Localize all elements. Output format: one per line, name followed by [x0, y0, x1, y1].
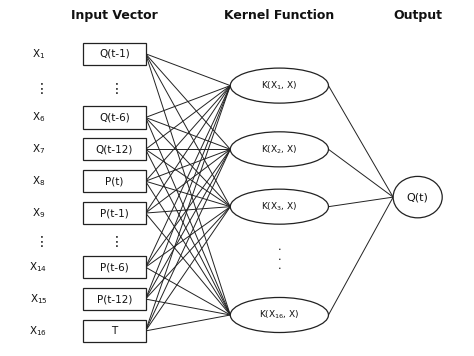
Text: Q(t-6): Q(t-6) [99, 112, 130, 122]
FancyBboxPatch shape [83, 106, 146, 129]
Text: Output: Output [393, 9, 442, 22]
Text: X$_8$: X$_8$ [32, 174, 45, 188]
Text: $\vdots$: $\vdots$ [109, 81, 119, 96]
Text: Kernel Function: Kernel Function [224, 9, 335, 22]
Text: P(t-12): P(t-12) [97, 294, 132, 304]
Text: X$_{14}$: X$_{14}$ [29, 260, 47, 274]
Text: Q(t-1): Q(t-1) [99, 49, 130, 59]
FancyBboxPatch shape [83, 256, 146, 278]
Text: X$_9$: X$_9$ [32, 206, 45, 220]
Text: X$_{16}$: X$_{16}$ [29, 324, 47, 338]
Text: $\vdots$: $\vdots$ [34, 81, 43, 96]
Text: T: T [111, 326, 118, 336]
Ellipse shape [230, 68, 328, 103]
FancyBboxPatch shape [83, 202, 146, 224]
Text: $\vdots$: $\vdots$ [109, 234, 119, 249]
Text: P(t-1): P(t-1) [100, 208, 128, 218]
Text: K(X$_{16}$, X): K(X$_{16}$, X) [259, 309, 300, 321]
Text: X$_1$: X$_1$ [32, 47, 45, 61]
Text: X$_7$: X$_7$ [32, 142, 45, 156]
Text: Q(t): Q(t) [407, 192, 428, 202]
Ellipse shape [230, 132, 328, 167]
Text: K(X$_2$, X): K(X$_2$, X) [261, 143, 298, 156]
Text: P(t): P(t) [105, 176, 124, 186]
Ellipse shape [393, 177, 442, 218]
Text: Q(t-12): Q(t-12) [96, 144, 133, 155]
Text: K(X$_1$, X): K(X$_1$, X) [261, 79, 298, 92]
Text: X$_{15}$: X$_{15}$ [29, 292, 47, 306]
Text: Input Vector: Input Vector [71, 9, 158, 22]
FancyBboxPatch shape [83, 288, 146, 310]
FancyBboxPatch shape [83, 170, 146, 192]
Ellipse shape [230, 189, 328, 224]
FancyBboxPatch shape [83, 43, 146, 65]
FancyBboxPatch shape [83, 138, 146, 161]
FancyBboxPatch shape [83, 320, 146, 342]
Text: $\cdot$
$\cdot$
$\cdot$: $\cdot$ $\cdot$ $\cdot$ [277, 244, 282, 272]
Text: X$_6$: X$_6$ [32, 111, 45, 124]
Text: P(t-6): P(t-6) [100, 262, 128, 272]
Ellipse shape [230, 298, 328, 333]
Text: $\vdots$: $\vdots$ [34, 234, 43, 249]
Text: K(X$_3$, X): K(X$_3$, X) [261, 200, 298, 213]
